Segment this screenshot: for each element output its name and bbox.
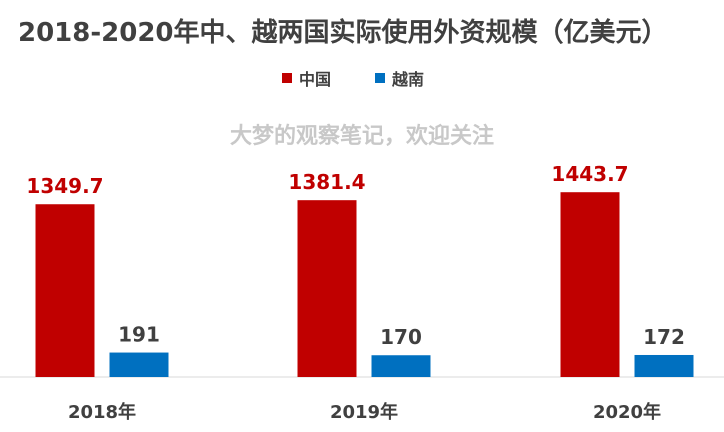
legend-label-vietnam: 越南	[392, 70, 425, 89]
bar-vietnam-2	[634, 354, 694, 377]
data-label-china-2: 1443.7	[551, 162, 628, 186]
bar-china-0	[35, 204, 95, 377]
legend-swatch-vietnam	[375, 73, 385, 83]
data-label-vietnam-1: 170	[380, 325, 422, 349]
x-tick-label-0: 2018年	[68, 401, 136, 423]
bar-vietnam-1	[371, 355, 431, 377]
bar-china-2	[560, 192, 620, 377]
bar-china-1	[297, 200, 357, 377]
legend-item-vietnam: 越南	[375, 68, 425, 89]
x-tick-label-2: 2020年	[593, 401, 661, 423]
chart-title: 2018-2020年中、越两国实际使用外资规模（亿美元）	[18, 18, 668, 48]
watermark-text: 大梦的观察笔记，欢迎关注	[229, 124, 494, 149]
legend: 中国 越南	[0, 68, 724, 89]
legend-label-china: 中国	[299, 70, 332, 89]
legend-item-china: 中国	[282, 68, 332, 89]
data-label-china-1: 1381.4	[288, 170, 365, 194]
bar-vietnam-0	[109, 352, 169, 377]
data-label-vietnam-0: 191	[118, 323, 160, 347]
data-label-china-0: 1349.7	[26, 174, 103, 198]
legend-swatch-china	[282, 73, 292, 83]
data-label-vietnam-2: 172	[643, 325, 685, 349]
x-tick-label-1: 2019年	[330, 401, 398, 423]
